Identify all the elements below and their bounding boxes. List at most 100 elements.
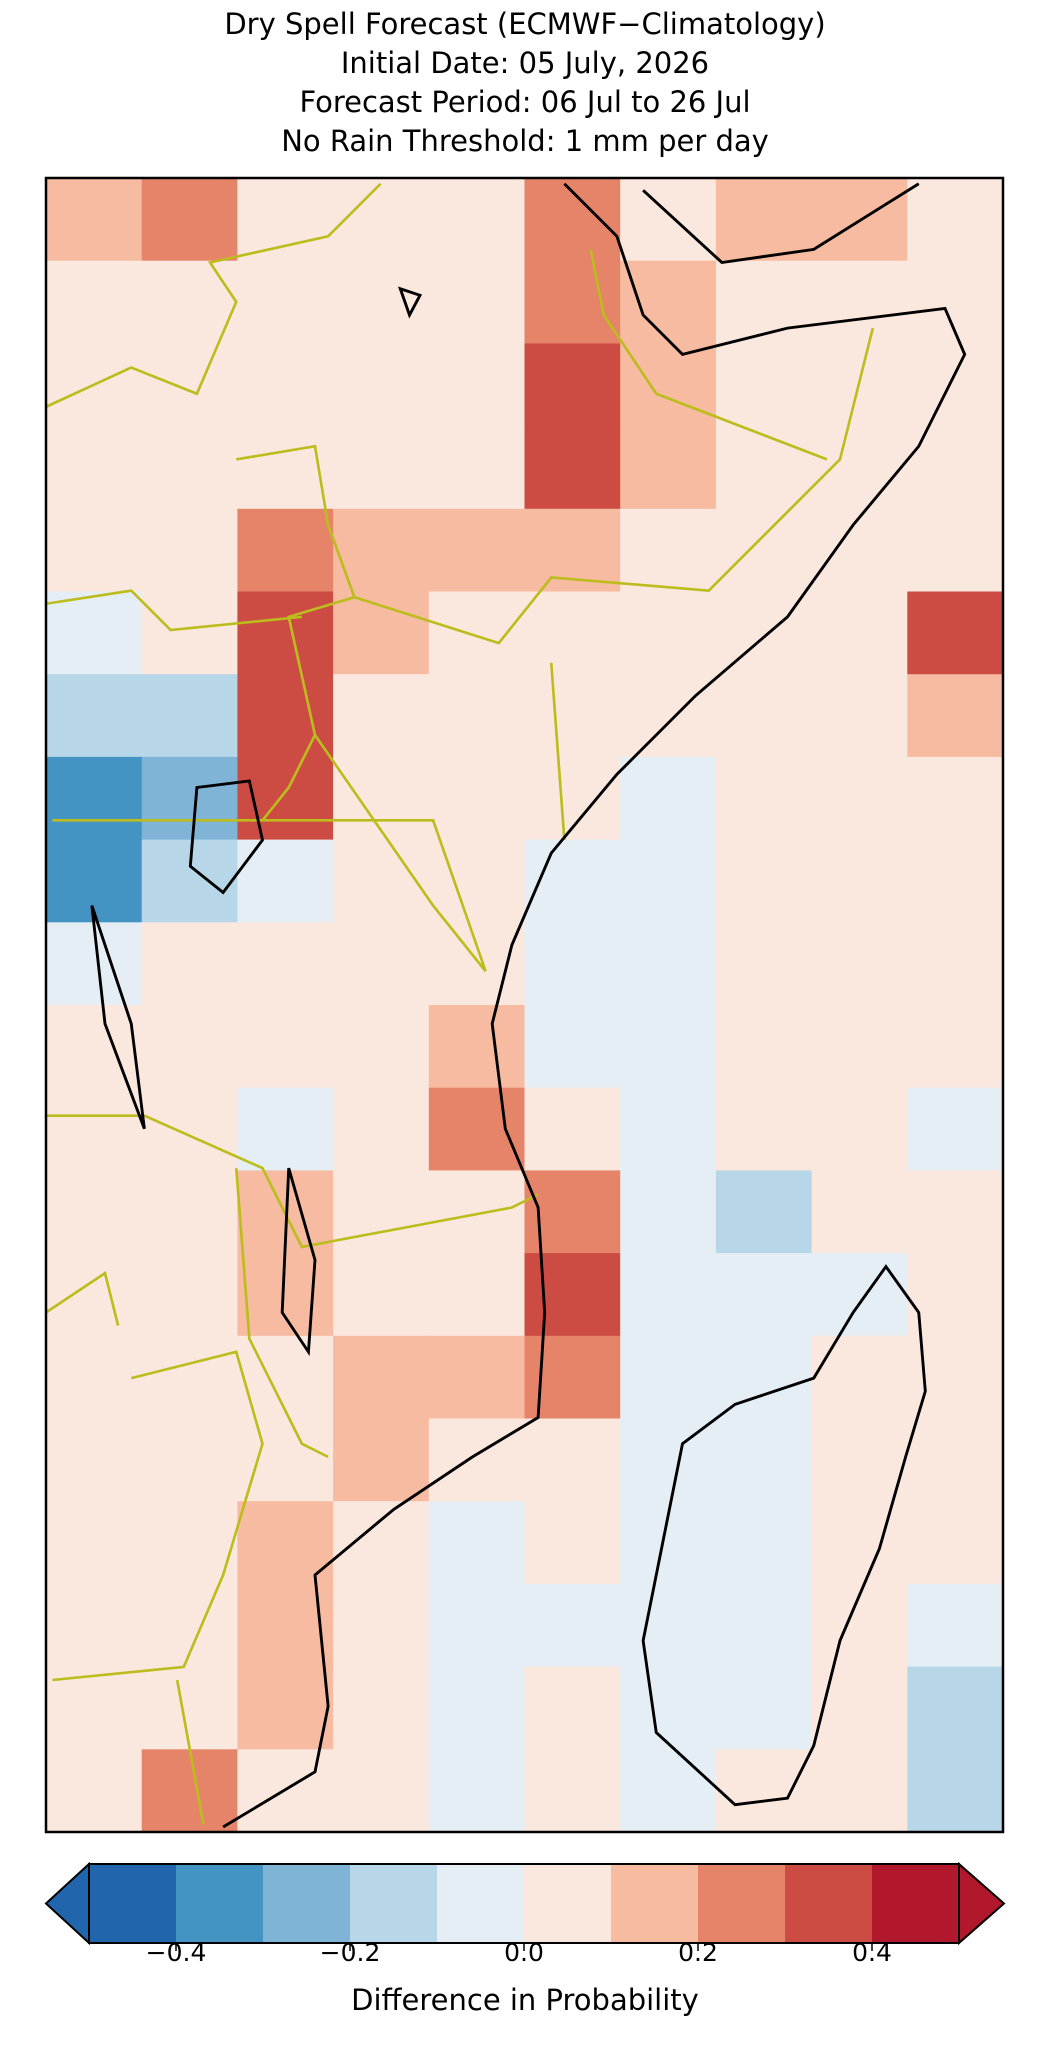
grid-cell: [620, 426, 717, 510]
grid-cell: [333, 178, 430, 262]
grid-cell: [524, 1005, 621, 1089]
grid-cell: [46, 426, 143, 510]
grid-cell: [333, 343, 430, 427]
grid-cell: [907, 1005, 1004, 1089]
grid-cell: [428, 1253, 525, 1337]
grid-cell: [237, 1666, 334, 1750]
grid-cell: [428, 508, 525, 592]
colorbar-bin: [698, 1864, 786, 1943]
grid-cell: [907, 1749, 1004, 1833]
grid-cell: [428, 1005, 525, 1089]
grid-cell: [715, 1749, 813, 1833]
grid-cell: [428, 1749, 525, 1833]
title-block: Dry Spell Forecast (ECMWF−Climatology) In…: [224, 7, 825, 158]
grid-cell: [524, 1749, 621, 1833]
grid-cell: [237, 1501, 334, 1585]
grid-cell: [715, 426, 813, 510]
grid-cell: [46, 260, 143, 344]
grid-cell: [907, 1253, 1004, 1337]
grid-cell: [524, 1583, 621, 1668]
grid-cell: [715, 178, 813, 262]
grid-cell: [907, 1666, 1004, 1750]
grid-cell: [620, 1749, 717, 1833]
grid-cell: [46, 1418, 143, 1502]
grid-cell: [907, 343, 1004, 427]
grid-cell: [715, 343, 813, 427]
colorbar-tick-label: 0.0: [504, 1938, 544, 1967]
grid-cell: [715, 1087, 813, 1171]
grid-cell: [333, 674, 430, 758]
grid-cell: [141, 674, 238, 758]
grid-cell: [620, 674, 717, 758]
grid-cell: [620, 343, 717, 427]
grid-cell: [620, 178, 717, 262]
coastline: [90, 182, 967, 1829]
grid-cell: [428, 1418, 525, 1502]
colorbar-bin: [437, 1864, 525, 1943]
grid-cell: [907, 1418, 1004, 1502]
colorbar-bin: [263, 1864, 351, 1943]
grid-cell: [46, 178, 143, 262]
grid-cell: [620, 508, 717, 592]
grid-cell: [237, 591, 334, 675]
colorbar-bin: [524, 1864, 612, 1943]
grid-cell: [620, 1418, 717, 1502]
field: [46, 178, 1004, 1833]
grid-cell: [428, 426, 525, 510]
colorbar: −0.4 −0.2 0.0 0.2 0.4: [44, 1861, 1006, 1967]
grid-cell: [524, 426, 621, 510]
grid-cell: [333, 1583, 430, 1668]
grid-cell: [333, 1335, 430, 1419]
grid-cell: [715, 922, 813, 1006]
grid-cell: [811, 591, 908, 675]
colorbar-bin: [176, 1864, 264, 1943]
grid-cell: [428, 178, 525, 262]
grid-cell: [524, 674, 621, 758]
grid-cell: [811, 1501, 908, 1585]
grid-cell: [141, 426, 238, 510]
grid-cell: [141, 1418, 238, 1502]
grid-cell: [333, 508, 430, 592]
grid-cell: [428, 1501, 525, 1585]
grid-cell: [333, 1005, 430, 1089]
grid-cell: [524, 1418, 621, 1502]
grid-cell: [46, 674, 143, 758]
grid-cell: [141, 756, 238, 841]
grid-cell: [46, 1253, 143, 1337]
grid-cell: [620, 1666, 717, 1750]
border: [45, 182, 875, 1825]
grid-cell: [907, 839, 1004, 923]
grid-cell: [333, 1418, 430, 1502]
grid-cell: [811, 1253, 908, 1337]
chart-title: No Rain Threshold: 1 mm per day: [281, 124, 769, 158]
grid-cell: [715, 1005, 813, 1089]
grid-cell: [237, 508, 334, 592]
grid-cell: [141, 1170, 238, 1254]
grid-cell: [620, 260, 717, 344]
grid-cell: [333, 1501, 430, 1585]
grid-cell: [237, 674, 334, 758]
colorbar-tick-label: 0.4: [852, 1938, 892, 1967]
grid-cell: [907, 756, 1004, 841]
grid-cell: [141, 343, 238, 427]
grid-cell: [428, 343, 525, 427]
grid-cell: [333, 426, 430, 510]
map-frame: [44, 176, 1005, 1834]
grid-cell: [46, 591, 143, 675]
grid-cell: [237, 1418, 334, 1502]
grid-cell: [46, 1005, 143, 1089]
grid-cell: [620, 591, 717, 675]
grid-cell: [811, 1170, 908, 1254]
grid-cell: [907, 178, 1004, 262]
grid-cell: [620, 756, 717, 841]
grid-cell: [715, 508, 813, 592]
grid-cell: [811, 1005, 908, 1089]
grid-cell: [141, 922, 238, 1006]
grid-cell: [907, 1087, 1004, 1171]
grid-cell: [907, 1583, 1004, 1668]
grid-cell: [620, 839, 717, 923]
grid-cell: [811, 1335, 908, 1419]
colorbar-bin: [89, 1864, 177, 1943]
grid-cell: [907, 1501, 1004, 1585]
